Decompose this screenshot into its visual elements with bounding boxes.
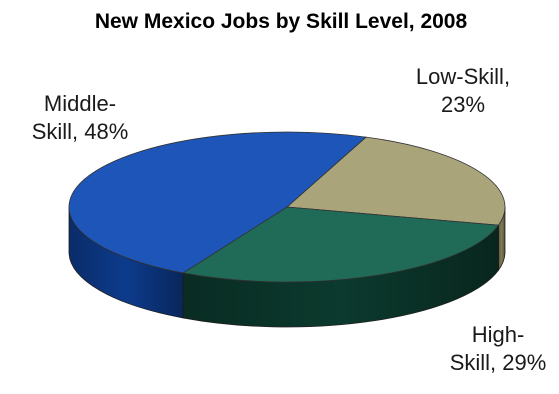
pie-group [68, 131, 506, 328]
slice-label-2-line-0: Middle- [44, 91, 116, 116]
pie-slice-1 [182, 206, 500, 283]
slice-label-1: High- Skill, 29% [450, 322, 547, 375]
slice-label-2-line-1: Skill, 48% [32, 119, 129, 144]
slice-label-1-line-0: High- [472, 322, 525, 347]
pie-slice-2 [68, 131, 367, 274]
slice-labels: Low-Skill, 23% High- Skill, 29% Middle- Skill… [32, 64, 547, 375]
pie-slice-side-shade-2-0 [69, 207, 184, 318]
chart-title: New Mexico Jobs by Skill Level, 2008 [95, 10, 468, 33]
slice-label-0: Low-Skill, 23% [416, 64, 510, 117]
pie-slice-side-shade-1-0 [183, 225, 499, 327]
slice-label-2: Middle- Skill, 48% [32, 91, 129, 144]
slice-label-0-line-0: Low-Skill, [416, 64, 510, 89]
slice-label-0-line-1: 23% [441, 92, 485, 117]
slice-label-1-line-1: Skill, 29% [450, 350, 547, 375]
